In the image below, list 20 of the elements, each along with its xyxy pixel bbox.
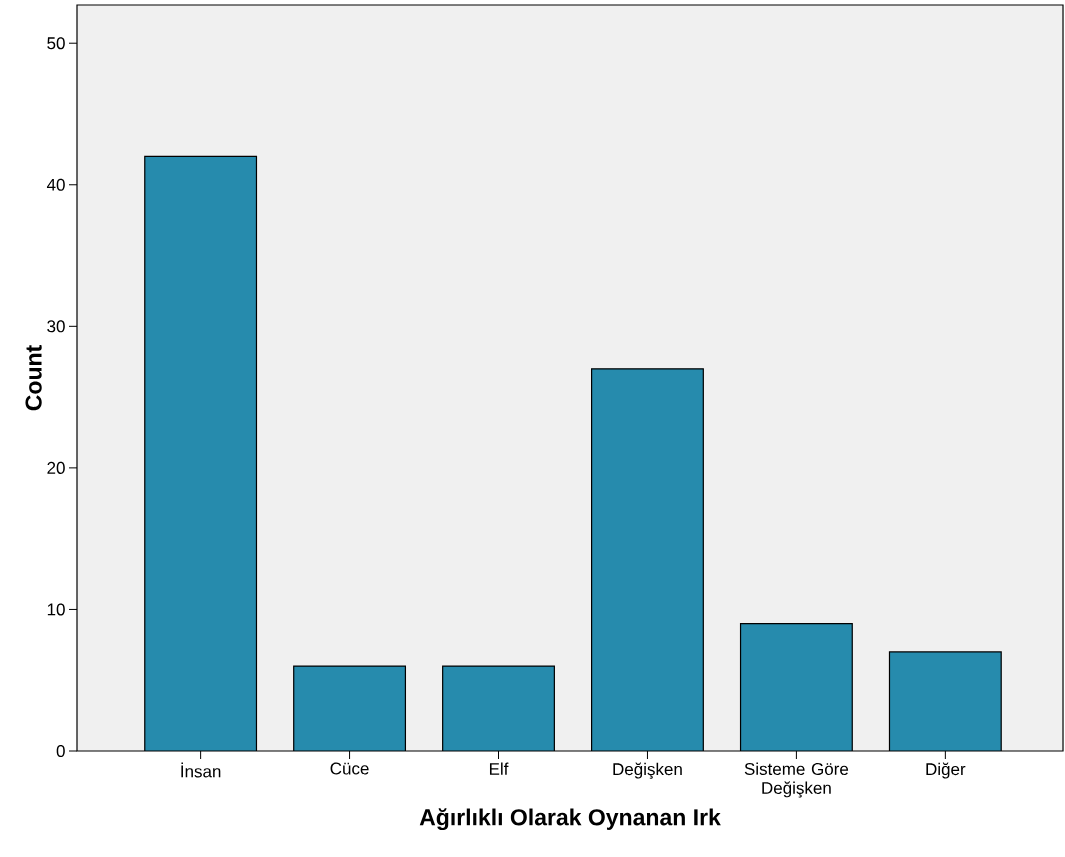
x-tick-label: Değişken [613, 762, 682, 779]
bar [293, 666, 406, 751]
y-axis-title: Count [25, 345, 42, 411]
x-axis-title: Ağırlıklı Olarak Oynanan Irk [419, 808, 721, 831]
bar [591, 368, 704, 751]
y-tick-label: 50 [47, 37, 65, 50]
x-tick-label: Diğer [926, 762, 966, 779]
bar [888, 651, 1002, 751]
y-tick-label: 20 [47, 461, 65, 474]
x-tick-label: Cüce [330, 762, 369, 775]
bar [442, 666, 555, 751]
bar [740, 623, 853, 751]
x-tick-label: Elf [489, 762, 509, 775]
x-tick-label: İnsan [181, 762, 221, 778]
y-tick-label: 0 [56, 744, 65, 758]
y-tick-label: 40 [46, 178, 65, 191]
y-tick-label: 10 [47, 603, 65, 616]
x-tick-label: Sisteme Göre Değişken [744, 762, 849, 798]
bar [144, 156, 257, 751]
y-tick-label: 30 [47, 320, 65, 333]
